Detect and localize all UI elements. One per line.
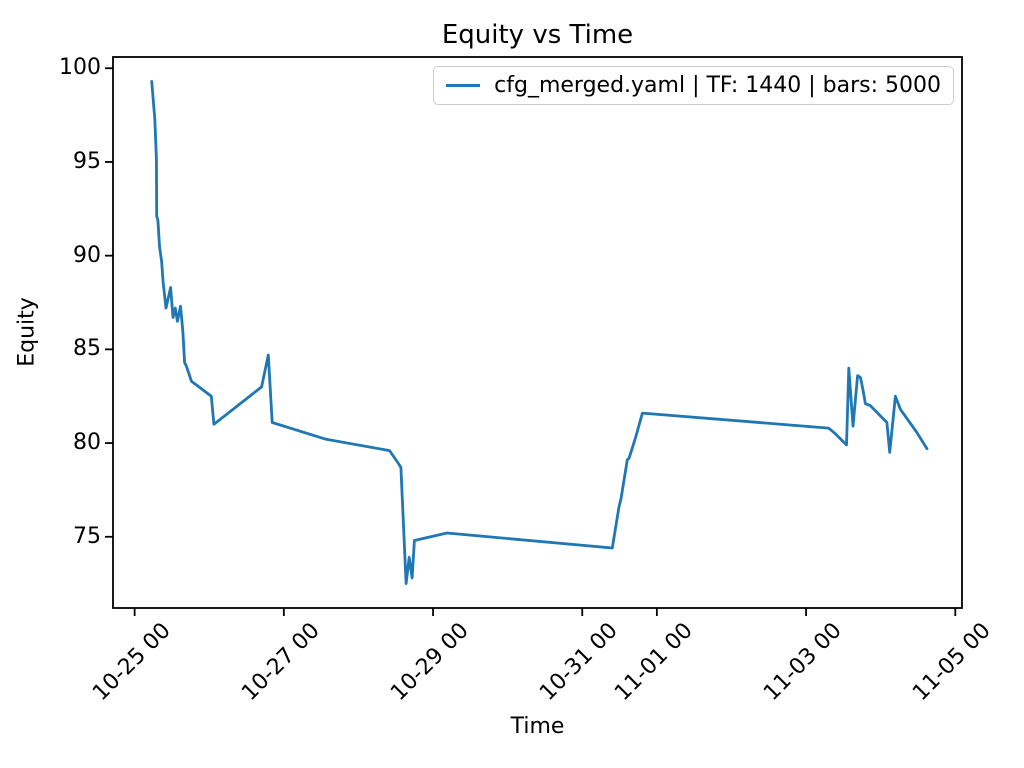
legend: cfg_merged.yaml | TF: 1440 | bars: 5000 (433, 66, 954, 105)
y-tick-label: 75 (73, 523, 101, 549)
chart-title: Equity vs Time (441, 20, 634, 50)
y-tick-label: 90 (73, 242, 101, 268)
legend-label: cfg_merged.yaml | TF: 1440 | bars: 5000 (494, 73, 941, 98)
y-tick-label: 80 (73, 430, 101, 456)
y-tick-label: 95 (73, 148, 101, 174)
x-axis-label: Time (510, 714, 565, 739)
legend-line-sample (446, 84, 481, 87)
y-tick-label: 100 (59, 55, 101, 81)
axes-frame (112, 56, 963, 609)
y-tick-label: 85 (73, 336, 101, 362)
equity-line-series (150, 80, 929, 585)
